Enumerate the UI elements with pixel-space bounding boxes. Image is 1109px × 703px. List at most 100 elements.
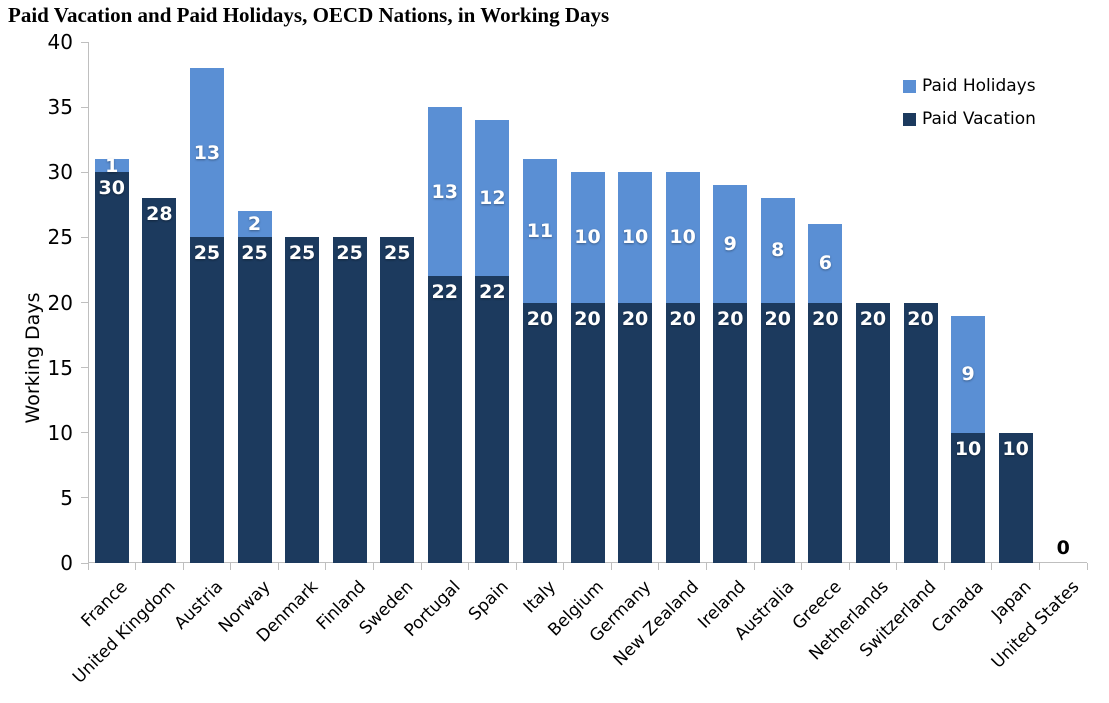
y-axis-tick-label: 15 (47, 355, 73, 380)
x-axis-tick (610, 563, 612, 570)
bar-segment-vacation-japan (998, 432, 1033, 563)
bar-segment-vacation-australia (760, 302, 795, 563)
legend-swatch-icon (903, 112, 916, 126)
y-axis-tick (81, 41, 88, 43)
category-label-new-zealand: New Zealand (609, 577, 703, 671)
bar-segment-holidays-canada (951, 315, 986, 433)
bar-label-zero: 0 (1056, 537, 1070, 559)
bar-label-vacation: 20 (764, 307, 791, 330)
bar-segment-holidays-australia (760, 198, 795, 303)
bar-label-vacation: 20 (716, 307, 744, 330)
y-axis-tick (81, 497, 88, 499)
category-label-canada: Canada (928, 577, 989, 637)
x-axis-tick (420, 563, 422, 570)
bar-segment-holidays-spain (475, 120, 510, 277)
x-axis-tick (753, 563, 755, 570)
bar-label-vacation: 10 (954, 437, 982, 460)
y-axis-tick-label: 30 (47, 160, 73, 185)
bar-segment-vacation-spain (475, 276, 510, 563)
bar-label-holidays: 13 (431, 180, 458, 203)
bar-segment-holidays-new-zealand (665, 172, 700, 303)
y-axis-tick-label: 5 (60, 485, 73, 510)
legend-label: Paid Vacation (922, 109, 1036, 129)
x-axis-tick (1086, 563, 1088, 570)
bar-label-vacation: 25 (288, 242, 316, 265)
bar-label-vacation: 25 (383, 242, 411, 265)
x-axis-tick (372, 563, 374, 570)
y-axis-tick-label: 20 (47, 290, 73, 315)
bar-segment-vacation-united-kingdom (142, 198, 177, 563)
y-axis-tick (81, 562, 88, 564)
bar-label-holidays: 9 (961, 363, 975, 386)
legend-item-paid-vacation: Paid Vacation (903, 107, 1036, 131)
bar-segment-vacation-norway (237, 237, 272, 563)
x-axis-tick (896, 563, 898, 570)
x-axis-tick (848, 563, 850, 570)
legend: Paid Holidays Paid Vacation (903, 74, 1036, 140)
bar-label-holidays: 13 (193, 141, 221, 164)
y-axis-tick-label: 40 (47, 30, 73, 54)
bar-segment-holidays-italy (522, 159, 557, 303)
category-label-italy: Italy (519, 577, 561, 618)
chart-title: Paid Vacation and Paid Holidays, OECD Na… (8, 3, 610, 27)
bar-segment-holidays-norway (237, 211, 272, 238)
bar-segment-holidays-greece (808, 224, 843, 303)
bar-segment-vacation-germany (618, 302, 653, 563)
bar-segment-holidays-portugal (427, 107, 462, 277)
x-axis-tick (468, 563, 470, 570)
bar-label-vacation: 22 (479, 281, 506, 304)
bar-label-vacation: 10 (1002, 437, 1029, 460)
bar-label-vacation: 20 (907, 307, 934, 330)
bar-label-vacation: 22 (431, 281, 458, 304)
x-axis-tick (943, 563, 945, 570)
x-axis-tick (658, 563, 660, 570)
x-axis-tick (991, 563, 993, 570)
x-axis-tick (325, 563, 327, 570)
bar-segment-vacation-canada (951, 432, 986, 563)
legend-item-paid-holidays: Paid Holidays (903, 74, 1036, 98)
bar-segment-vacation-italy (522, 302, 557, 563)
legend-swatch-icon (903, 79, 916, 93)
bar-label-vacation: 25 (193, 242, 221, 265)
bar-label-vacation: 20 (621, 307, 649, 330)
legend-label: Paid Holidays (922, 76, 1036, 96)
bar-segment-vacation-switzerland (903, 302, 938, 563)
y-axis-tick-label: 10 (47, 420, 73, 445)
bar-segment-vacation-austria (189, 237, 224, 563)
bar-segment-vacation-netherlands (855, 302, 890, 563)
y-axis-tick (81, 302, 88, 303)
bar-label-holidays: 6 (818, 252, 832, 275)
y-axis-tick (81, 432, 88, 434)
bar-segment-vacation-finland (332, 237, 367, 563)
bar-segment-vacation-denmark (285, 237, 320, 563)
bar-label-holidays: 2 (247, 213, 262, 236)
bar-label-holidays: 11 (526, 219, 554, 242)
y-axis-tick-label: 25 (47, 225, 73, 250)
x-axis-tick (801, 563, 803, 570)
x-axis-tick (182, 563, 184, 570)
y-axis-tick (81, 236, 88, 238)
bar-label-holidays: 12 (479, 187, 506, 210)
bar-label-vacation: 20 (669, 307, 696, 330)
x-axis-tick (277, 563, 279, 570)
bar-label-holidays: 1 (105, 154, 119, 177)
y-axis-tick-label: 35 (47, 95, 73, 120)
x-axis-tick (135, 563, 137, 570)
x-axis-tick (705, 563, 707, 570)
y-axis-tick (81, 106, 88, 108)
bar-segment-vacation-portugal (427, 276, 462, 563)
y-axis-tick-label: 0 (60, 551, 73, 575)
bar-segment-holidays-germany (618, 172, 653, 303)
y-axis-tick (81, 367, 88, 369)
bar-label-vacation: 20 (812, 307, 839, 330)
category-label-spain: Spain (464, 577, 513, 625)
bar-segment-vacation-greece (808, 302, 843, 563)
plot-area: 0 5 10 15 20 25 30 35 40 30 1 France 28 United Kingdo… (48, 31, 1088, 688)
bar-label-vacation: 28 (146, 203, 173, 226)
x-axis-tick (563, 563, 565, 570)
bar-segment-vacation-sweden (380, 237, 415, 563)
category-label-united-states: United States (987, 577, 1084, 673)
bar-label-holidays: 10 (621, 226, 649, 249)
bar-label-holidays: 9 (723, 232, 737, 255)
